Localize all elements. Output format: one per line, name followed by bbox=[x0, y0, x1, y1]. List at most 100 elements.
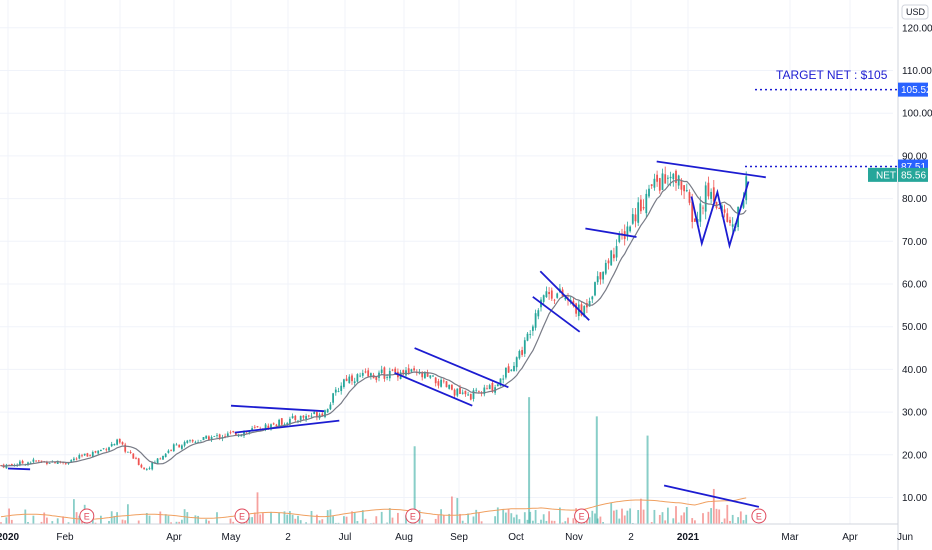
volume-bar bbox=[664, 520, 667, 524]
candle-body bbox=[726, 213, 729, 222]
candle-body bbox=[610, 250, 613, 266]
volume-bar bbox=[718, 509, 721, 524]
volume-bar bbox=[526, 519, 529, 524]
candle-body bbox=[391, 369, 394, 371]
volume-bar bbox=[297, 515, 299, 524]
candle-body bbox=[432, 375, 434, 377]
candle-body bbox=[89, 455, 91, 457]
candle-body bbox=[129, 451, 132, 453]
x-tick-label: 2 bbox=[628, 532, 634, 543]
volume-bar bbox=[494, 516, 496, 524]
candle-body bbox=[202, 437, 205, 441]
x-tick-label: Jun bbox=[897, 532, 913, 543]
x-tick-label: Apr bbox=[842, 532, 858, 543]
candle-body bbox=[70, 460, 73, 462]
earnings-marker-letter: E bbox=[239, 512, 245, 522]
volume-bar bbox=[116, 512, 118, 524]
candle-body bbox=[310, 415, 313, 417]
candle-body bbox=[410, 369, 413, 372]
candle-body bbox=[324, 410, 326, 418]
candle-body bbox=[364, 371, 367, 373]
candle-body bbox=[132, 453, 135, 459]
volume-bar bbox=[456, 498, 459, 524]
volume-bar bbox=[286, 514, 289, 524]
volume-bar bbox=[351, 511, 353, 524]
volume-bar bbox=[637, 510, 640, 524]
candle-body bbox=[210, 437, 213, 440]
candle-body bbox=[264, 424, 267, 430]
candle-body bbox=[291, 416, 294, 419]
candle-body bbox=[375, 376, 378, 380]
volume-bar bbox=[631, 522, 634, 524]
candle-body bbox=[172, 444, 175, 452]
candle-body bbox=[118, 438, 121, 443]
candle-body bbox=[272, 423, 275, 425]
trend-line bbox=[539, 270, 590, 321]
candle-body bbox=[140, 464, 143, 468]
volume-bar bbox=[626, 510, 629, 524]
candle-body bbox=[712, 187, 715, 202]
volume-bar bbox=[667, 507, 669, 524]
volume-bar bbox=[386, 522, 388, 524]
volume-bar bbox=[683, 512, 685, 524]
candle-body bbox=[334, 389, 337, 393]
candle-body bbox=[661, 173, 664, 190]
candle-body bbox=[680, 180, 683, 190]
candle-body bbox=[253, 426, 256, 428]
candle-body bbox=[448, 384, 451, 389]
candle-body bbox=[564, 297, 567, 300]
volume-bar bbox=[618, 518, 621, 524]
volume-bar bbox=[475, 509, 478, 524]
candle-body bbox=[707, 182, 710, 197]
candle-body bbox=[343, 379, 345, 387]
trend-line bbox=[532, 296, 581, 333]
volume-bar bbox=[299, 520, 302, 524]
y-tick-label: 10.00 bbox=[902, 493, 927, 504]
volume-bar bbox=[78, 515, 81, 524]
volume-bar bbox=[731, 514, 734, 524]
candle-body bbox=[46, 462, 48, 464]
candle-body bbox=[583, 306, 586, 317]
volume-bar bbox=[653, 509, 656, 524]
volume-bar bbox=[559, 507, 561, 524]
candle-body bbox=[691, 201, 694, 222]
candle-body bbox=[102, 448, 105, 450]
volume-bar bbox=[702, 513, 704, 524]
earnings-marker-letter: E bbox=[756, 512, 762, 522]
volume-bar bbox=[467, 513, 469, 524]
candle-body bbox=[205, 435, 208, 439]
candle-body bbox=[302, 415, 305, 418]
price-labels: 105.52 87.51 NET 85.56 bbox=[868, 82, 932, 182]
candle-body bbox=[442, 380, 445, 382]
candle-body bbox=[256, 426, 259, 428]
earnings-marker bbox=[574, 508, 590, 524]
candle-body bbox=[156, 458, 159, 464]
moving-average-line bbox=[0, 178, 747, 468]
volume-bar bbox=[10, 519, 13, 524]
candle-body bbox=[731, 224, 734, 227]
trend-line bbox=[585, 227, 637, 238]
candle-body bbox=[548, 292, 550, 295]
candle-body bbox=[143, 467, 145, 469]
volume-bar bbox=[345, 516, 348, 524]
candle-body bbox=[424, 373, 426, 379]
candle-body bbox=[86, 453, 89, 457]
trend-line bbox=[394, 371, 473, 407]
volume-bar bbox=[739, 511, 742, 524]
candle-body bbox=[170, 449, 172, 451]
candle-body bbox=[83, 453, 86, 456]
candle-body bbox=[370, 373, 372, 376]
candle-body bbox=[545, 291, 548, 298]
candle-body bbox=[243, 431, 245, 436]
candle-body bbox=[418, 372, 421, 374]
y-tick-label: 120.00 bbox=[902, 23, 932, 34]
volume-bar bbox=[316, 514, 318, 524]
volume-bar bbox=[337, 522, 340, 524]
candle-body bbox=[469, 393, 472, 400]
volume-bar bbox=[62, 516, 64, 524]
currency-label[interactable]: USD bbox=[906, 7, 926, 17]
volume-bar bbox=[67, 522, 70, 524]
volume-bar bbox=[148, 515, 151, 524]
volume-bar bbox=[5, 517, 8, 524]
